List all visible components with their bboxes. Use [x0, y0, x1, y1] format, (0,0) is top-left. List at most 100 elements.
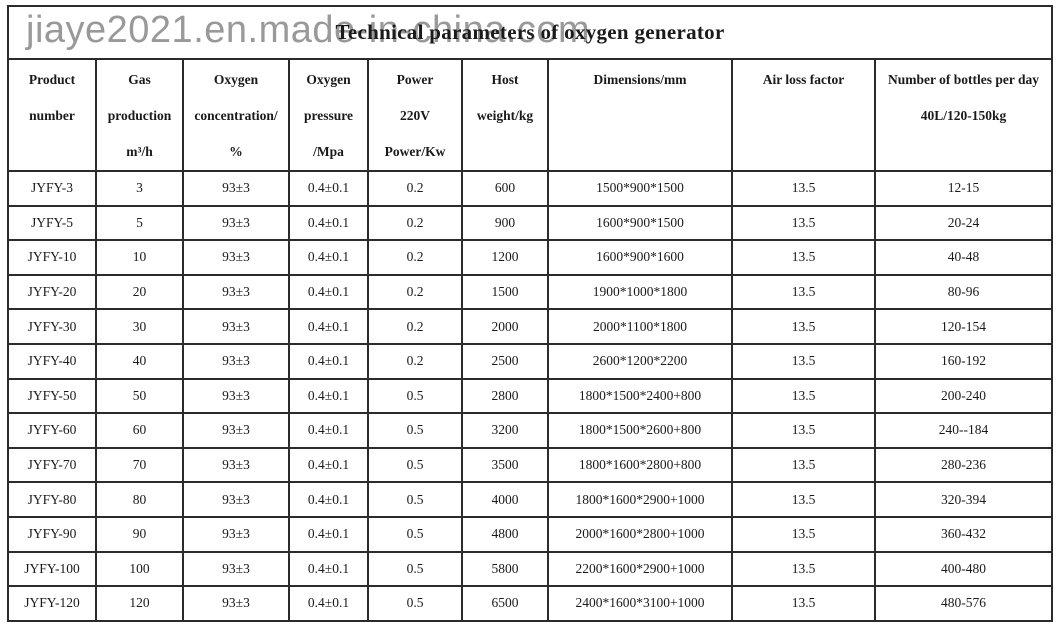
cell: 200-240: [873, 377, 1054, 415]
header-row: Product number Gas production m³/h Oxygen conc…: [7, 58, 1054, 172]
cell: 20: [95, 273, 184, 311]
cell: 93±3: [182, 585, 290, 622]
cell: 1800*1500*2600+800: [547, 412, 733, 449]
title-cell: Technical parameters of oxygen generator: [6, 5, 1054, 60]
cell: 1800*1500*2400+800: [547, 377, 733, 415]
cell: 3200: [461, 412, 549, 449]
cell: 0.5: [367, 550, 463, 588]
cell: 1800*1600*2800+800: [547, 446, 733, 484]
cell: 12-15: [873, 170, 1054, 207]
cell: 240--184: [873, 412, 1054, 449]
header-cell-4: Power 220V Power/Kw: [367, 58, 463, 172]
cell: 93±3: [182, 308, 290, 345]
table-row: JYFY-50 50 93±3 0.4±0.1 0.5 2800 1800*1500*240…: [7, 377, 1054, 415]
cell: 4800: [461, 515, 549, 553]
cell: 0.5: [367, 515, 463, 553]
header-cell-0: Product number: [7, 58, 97, 172]
cell: 0.4±0.1: [288, 515, 369, 553]
cell: JYFY-70: [7, 446, 97, 484]
cell: 93±3: [182, 342, 290, 380]
cell: 93±3: [182, 170, 290, 207]
cell: 0.2: [367, 308, 463, 345]
cell: 0.5: [367, 412, 463, 449]
cell: 2000*1600*2800+1000: [547, 515, 733, 553]
cell: 0.4±0.1: [288, 170, 369, 207]
cell: 13.5: [731, 412, 876, 449]
cell: 13.5: [731, 446, 876, 484]
cell: 13.5: [731, 585, 876, 622]
cell: JYFY-120: [7, 585, 97, 622]
cell: 0.4±0.1: [288, 273, 369, 311]
cell: 0.5: [367, 585, 463, 622]
cell: 3: [95, 170, 184, 207]
cell: 360-432: [873, 515, 1054, 553]
cell: 0.4±0.1: [288, 446, 369, 484]
cell: 0.4±0.1: [288, 585, 369, 622]
cell: 40-48: [873, 239, 1054, 276]
cell: JYFY-60: [7, 412, 97, 449]
cell: 0.5: [367, 377, 463, 415]
header-cell-8: Number of bottles per day 40L/120-150kg: [873, 58, 1054, 172]
cell: 6500: [461, 585, 549, 622]
cell: 280-236: [873, 446, 1054, 484]
cell: 120: [95, 585, 184, 622]
cell: 0.4±0.1: [288, 204, 369, 242]
table-row: JYFY-70 70 93±3 0.4±0.1 0.5 3500 1800*1600*280…: [7, 446, 1054, 484]
cell: 13.5: [731, 273, 876, 311]
cell: 120-154: [873, 308, 1054, 345]
table-row: JYFY-80 80 93±3 0.4±0.1 0.5 4000 1800*1600*290…: [7, 481, 1054, 518]
table-row: JYFY-20 20 93±3 0.4±0.1 0.2 1500 1900*1000*180…: [7, 273, 1054, 311]
table-row: JYFY-5 5 93±3 0.4±0.1 0.2 900 1600*900*1500 13.…: [7, 204, 1054, 242]
header-cell-2: Oxygen concentration/%: [182, 58, 290, 172]
cell: 50: [95, 377, 184, 415]
cell: 0.2: [367, 239, 463, 276]
cell: 4000: [461, 481, 549, 518]
cell: 40: [95, 342, 184, 380]
cell: 13.5: [731, 170, 876, 207]
cell: 0.4±0.1: [288, 239, 369, 276]
cell: 13.5: [731, 239, 876, 276]
table-row: JYFY-90 90 93±3 0.4±0.1 0.5 4800 2000*1600*280…: [7, 515, 1054, 553]
header-cell-7: Air loss factor: [731, 58, 876, 172]
cell: 2600*1200*2200: [547, 342, 733, 380]
table-row: JYFY-120 120 93±3 0.4±0.1 0.5 6500 2400*1600*3…: [7, 585, 1054, 622]
cell: 0.2: [367, 342, 463, 380]
table-row: JYFY-100 100 93±3 0.4±0.1 0.5 5800 2200*1600*2…: [7, 550, 1054, 588]
cell: JYFY-20: [7, 273, 97, 311]
cell: 93±3: [182, 550, 290, 588]
cell: 1800*1600*2900+1000: [547, 481, 733, 518]
cell: 5: [95, 204, 184, 242]
cell: 900: [461, 204, 549, 242]
cell: 13.5: [731, 550, 876, 588]
cell: 400-480: [873, 550, 1054, 588]
spec-table: Technical parameters of oxygen generator…: [6, 5, 1054, 622]
cell: 13.5: [731, 515, 876, 553]
table-row: JYFY-40 40 93±3 0.4±0.1 0.2 2500 2600*1200*220…: [7, 342, 1054, 380]
cell: 0.4±0.1: [288, 412, 369, 449]
cell: 13.5: [731, 204, 876, 242]
cell: 1600*900*1600: [547, 239, 733, 276]
cell: 3500: [461, 446, 549, 484]
cell: 0.2: [367, 204, 463, 242]
table-row: JYFY-3 3 93±3 0.4±0.1 0.2 600 1500*900*1500 13.…: [7, 170, 1054, 207]
cell: 2200*1600*2900+1000: [547, 550, 733, 588]
cell: 93±3: [182, 239, 290, 276]
cell: 320-394: [873, 481, 1054, 518]
cell: 80: [95, 481, 184, 518]
header-cell-5: Host weight/kg: [461, 58, 549, 172]
cell: JYFY-50: [7, 377, 97, 415]
cell: 30: [95, 308, 184, 345]
cell: 0.4±0.1: [288, 377, 369, 415]
cell: 93±3: [182, 412, 290, 449]
title-row: Technical parameters of oxygen generator: [6, 5, 1054, 60]
cell: 0.2: [367, 273, 463, 311]
cell: 480-576: [873, 585, 1054, 622]
table-row: JYFY-30 30 93±3 0.4±0.1 0.2 2000 2000*1100*180…: [7, 308, 1054, 345]
cell: 2400*1600*3100+1000: [547, 585, 733, 622]
cell: 0.5: [367, 481, 463, 518]
cell: 10: [95, 239, 184, 276]
cell: 93±3: [182, 377, 290, 415]
cell: 13.5: [731, 481, 876, 518]
cell: 0.2: [367, 170, 463, 207]
